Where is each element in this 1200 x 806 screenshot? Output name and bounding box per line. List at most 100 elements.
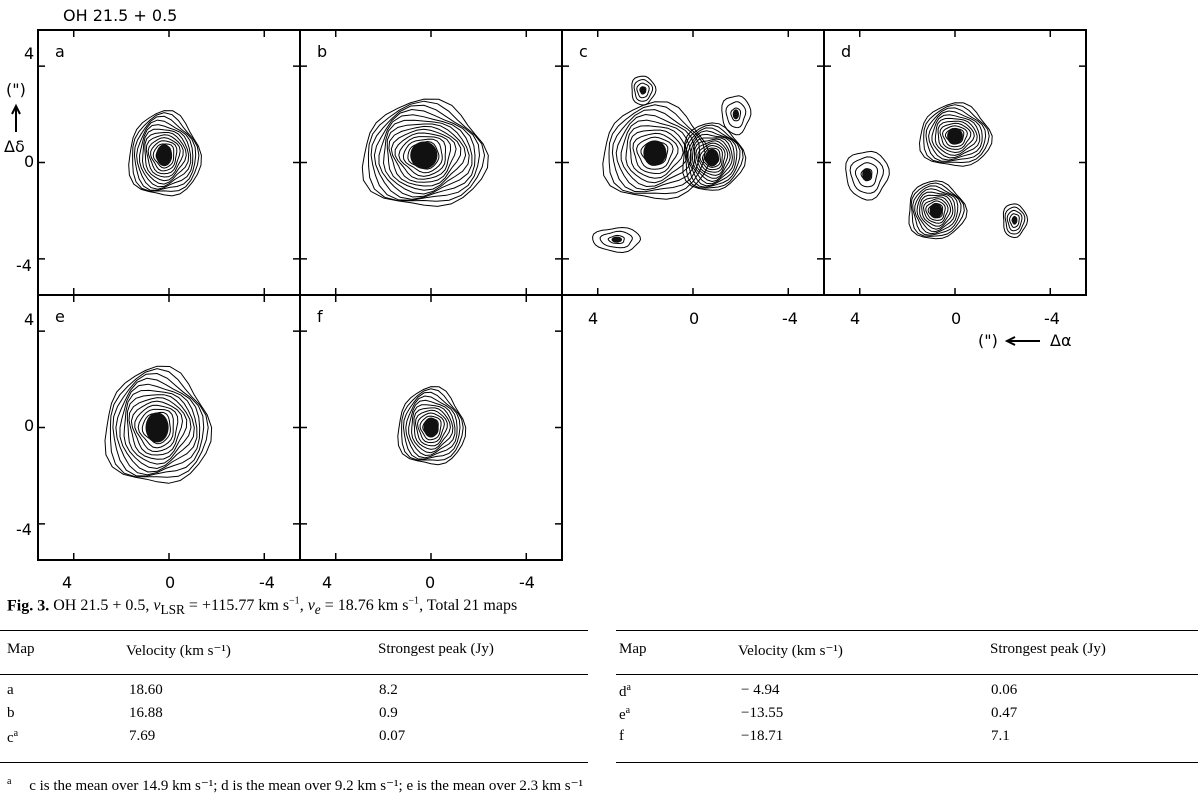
contour-line: [128, 110, 202, 197]
contour-line: [685, 127, 741, 188]
right-row-2-velocity: −18.71: [741, 728, 784, 744]
y-tick-row2-mid: 0: [24, 416, 34, 435]
contour-line: [730, 107, 742, 122]
y-tick-row1-top: 4: [24, 44, 34, 63]
contour-core: [862, 168, 872, 181]
contour-line: [928, 110, 983, 161]
right-row-0-velocity: − 4.94: [741, 682, 780, 698]
contour-line: [592, 226, 642, 254]
table-right-header-rule: [616, 674, 1198, 675]
right-row-2-peak: 7.1: [991, 728, 1010, 744]
table-left-bottom-rule: [0, 762, 588, 763]
contour-line: [620, 119, 692, 188]
left-row-0-peak: 8.2: [379, 682, 398, 698]
left-row-2-map: ca: [7, 728, 19, 746]
contour-core: [1011, 215, 1018, 225]
footnote-text: c is the mean over 14.9 km s⁻¹; d is the…: [29, 778, 584, 794]
header-map: Map: [619, 641, 647, 657]
y-unit-label: ("): [6, 80, 26, 99]
contour-line: [922, 198, 949, 224]
left-row-2-peak: 0.07: [379, 728, 406, 744]
source-label: OH 21.5 + 0.5: [63, 6, 177, 25]
contour-line: [921, 196, 952, 227]
contour-line: [919, 194, 954, 230]
contour-line: [413, 407, 451, 450]
contour-line: [629, 129, 684, 179]
left-row-1-map: b: [7, 705, 15, 721]
contour-line: [115, 377, 201, 476]
contour-line: [119, 383, 198, 473]
y-tick-row2-top: 4: [24, 310, 34, 329]
contour-line: [382, 119, 470, 195]
contour-line: [918, 102, 993, 167]
panel-b: b: [299, 29, 563, 296]
contour-line: [845, 150, 890, 201]
header-peak: Strongest peak (Jy): [990, 641, 1106, 657]
contour-line: [1004, 206, 1026, 235]
x-tick-c-mid: 0: [689, 309, 699, 328]
contour-line: [388, 125, 462, 187]
contour-line: [141, 128, 190, 185]
contour-line: [944, 128, 965, 145]
y-tick-row1-bot: -4: [16, 256, 32, 275]
contour-line: [405, 395, 458, 459]
contour-line: [144, 132, 187, 182]
contour-figure: OH 21.5 + 0.5 (") Δδ 4 0 -4 4 0 -4 4 0 -…: [4, 6, 1087, 590]
contour-line: [378, 114, 473, 198]
contour-line: [854, 162, 879, 188]
table-right-bottom-rule: [616, 762, 1198, 763]
header-velocity: Velocity (km s⁻¹): [126, 643, 231, 659]
contour-line: [923, 104, 990, 164]
x-arrow-icon: [1004, 336, 1040, 346]
contour-line: [689, 133, 735, 185]
left-row-0-map: a: [7, 682, 14, 698]
caption-label: Fig. 3.: [7, 597, 50, 615]
contour-line: [407, 140, 440, 170]
y-symbol-label: Δδ: [4, 137, 25, 156]
contour-line: [112, 372, 205, 477]
panel-c: c: [561, 29, 825, 296]
contour-line: [141, 411, 171, 445]
contour-line: [908, 180, 968, 240]
contour-core: [643, 140, 667, 166]
contour-line: [1006, 209, 1023, 232]
right-row-2-map: f: [619, 728, 624, 744]
left-row-0-velocity: 18.60: [129, 682, 163, 698]
contour-core: [423, 417, 439, 438]
x-tick-c-right: -4: [782, 309, 798, 328]
panel-letter: e: [55, 307, 65, 326]
panel-letter: f: [317, 307, 323, 326]
contour-line: [104, 365, 213, 484]
contour-line: [615, 113, 696, 191]
y-arrow-icon: [11, 103, 21, 132]
contour-group: [592, 75, 752, 254]
contour-line: [126, 394, 192, 465]
contour-line: [150, 140, 178, 172]
contour-line: [147, 137, 181, 175]
panel-d: d: [823, 29, 1087, 296]
contour-line: [939, 122, 972, 150]
contour-line: [386, 123, 467, 191]
x-unit-label: ("): [978, 331, 998, 350]
panel-letter: c: [579, 42, 588, 61]
contour-line: [411, 404, 454, 454]
right-row-0-map: da: [619, 682, 631, 700]
x-tick-d-mid: 0: [951, 309, 961, 328]
contour-line: [390, 128, 457, 183]
contour-line: [402, 138, 443, 174]
contour-line: [684, 124, 744, 189]
panel-frame: [37, 294, 301, 561]
contour-line: [925, 107, 987, 162]
contour-line: [123, 389, 195, 470]
contour-line: [136, 119, 194, 190]
x-symbol-label: Δα: [1050, 331, 1072, 350]
table-right-top-rule: [616, 630, 1198, 631]
contour-line: [419, 415, 442, 441]
contour-group: [397, 386, 467, 466]
contour-line: [931, 114, 981, 159]
contour-line: [602, 101, 710, 200]
contour-line: [625, 125, 689, 184]
contour-line: [693, 138, 731, 179]
contour-line: [130, 400, 184, 456]
contour-line: [697, 142, 726, 173]
